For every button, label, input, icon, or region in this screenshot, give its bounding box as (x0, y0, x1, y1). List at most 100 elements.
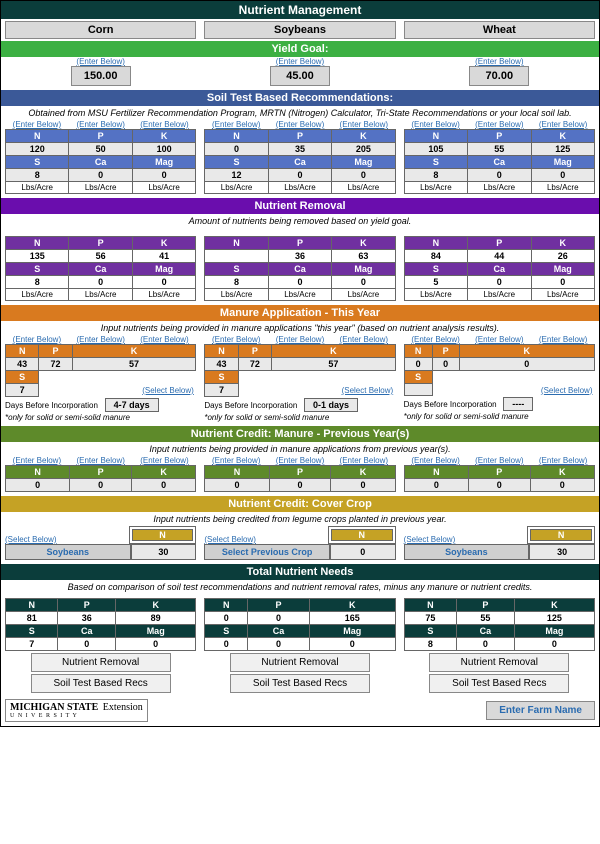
enter-below-label: (Enter Below) (404, 120, 468, 129)
val-k[interactable]: 0 (331, 479, 395, 492)
farm-name-input[interactable]: Enter Farm Name (486, 701, 595, 720)
val-mg[interactable]: 0 (332, 169, 395, 182)
val-ca[interactable]: 0 (69, 276, 132, 289)
val-n[interactable]: 0 (404, 358, 432, 371)
val-s[interactable]: 12 (205, 169, 268, 182)
days-select[interactable]: 4-7 days (105, 398, 159, 412)
val-k[interactable]: 165 (309, 612, 395, 625)
val-s[interactable]: 7 (6, 384, 39, 397)
val-k[interactable]: 63 (332, 250, 395, 263)
val-n[interactable]: 0 (205, 479, 269, 492)
tab-corn[interactable]: Corn (5, 21, 196, 39)
val-p[interactable]: 0 (469, 479, 531, 492)
val-s[interactable]: 8 (6, 169, 69, 182)
val-ca[interactable]: 0 (468, 169, 531, 182)
val-mg[interactable]: 0 (132, 169, 195, 182)
val-ca[interactable]: 0 (69, 169, 132, 182)
val-n[interactable]: 43 (205, 358, 238, 371)
nutrient-removal-button[interactable]: Nutrient Removal (429, 653, 569, 672)
val-s[interactable]: 8 (6, 276, 69, 289)
soil-test-recs-button[interactable]: Soil Test Based Recs (31, 674, 171, 693)
val-p[interactable]: 72 (39, 358, 72, 371)
val-p[interactable]: 0 (70, 479, 132, 492)
val-s[interactable]: 8 (205, 276, 268, 289)
val-k[interactable]: 205 (332, 143, 395, 156)
val-s[interactable]: 7 (6, 638, 58, 651)
yield-input-wheat[interactable]: 70.00 (469, 66, 529, 86)
val-n[interactable]: 105 (404, 143, 467, 156)
val-k[interactable]: 26 (531, 250, 594, 263)
days-select[interactable]: 0-1 days (304, 398, 358, 412)
val-ca[interactable]: 0 (468, 276, 531, 289)
cover-crop-select[interactable]: Soybeans (5, 544, 131, 560)
val-k[interactable]: 0 (459, 358, 594, 371)
val-n[interactable]: 81 (6, 612, 58, 625)
val-s[interactable]: 8 (404, 638, 456, 651)
val-p[interactable]: 44 (468, 250, 531, 263)
val-p[interactable]: 55 (468, 143, 531, 156)
soil-test-recs-button[interactable]: Soil Test Based Recs (429, 674, 569, 693)
val-k[interactable]: 125 (514, 612, 594, 625)
val-mg[interactable]: 0 (514, 638, 594, 651)
tab-soybeans[interactable]: Soybeans (204, 21, 395, 39)
val-k[interactable]: 100 (132, 143, 195, 156)
val-p[interactable]: 35 (268, 143, 331, 156)
val-p[interactable]: 72 (238, 358, 271, 371)
val-p[interactable]: 0 (432, 358, 459, 371)
val-n[interactable]: 0 (404, 479, 468, 492)
nutrient-removal-button[interactable]: Nutrient Removal (230, 653, 370, 672)
val-p[interactable]: 56 (69, 250, 132, 263)
val-mg[interactable]: 0 (531, 169, 594, 182)
days-select[interactable]: ---- (503, 397, 533, 411)
val-p[interactable]: 36 (58, 612, 116, 625)
val-mg[interactable]: 0 (332, 276, 395, 289)
val-n[interactable]: 0 (205, 612, 248, 625)
val-s[interactable]: 0 (205, 638, 248, 651)
val-p[interactable]: 36 (268, 250, 331, 263)
enter-below-label: (Enter Below) (404, 335, 468, 344)
enter-below-label: (Enter Below) (204, 57, 395, 66)
val-mg[interactable]: 0 (531, 276, 594, 289)
val-s[interactable]: 8 (404, 169, 467, 182)
val-n[interactable] (205, 250, 268, 263)
val-k[interactable]: 89 (116, 612, 196, 625)
val-s[interactable]: 5 (404, 276, 467, 289)
cover-crop-select[interactable]: Select Previous Crop (204, 544, 330, 560)
val-ca[interactable]: 0 (457, 638, 515, 651)
val-ca[interactable]: 0 (268, 169, 331, 182)
yield-input-corn[interactable]: 150.00 (71, 66, 131, 86)
val-k[interactable]: 57 (72, 358, 196, 371)
val-k[interactable]: 0 (530, 479, 594, 492)
val-n[interactable]: 75 (404, 612, 456, 625)
units: Lbs/Acre (404, 182, 467, 194)
val-ca[interactable]: 0 (58, 638, 116, 651)
nutrient-table: NPK 7555125 SCaMag 800 (404, 598, 595, 651)
val-n[interactable]: 43 (6, 358, 39, 371)
cover-crop-select[interactable]: Soybeans (404, 544, 530, 560)
val-k[interactable]: 41 (132, 250, 195, 263)
val-n[interactable]: 0 (205, 143, 268, 156)
val-mg[interactable]: 0 (309, 638, 395, 651)
val-n[interactable]: 0 (6, 479, 70, 492)
yield-input-soy[interactable]: 45.00 (270, 66, 330, 86)
val-p[interactable]: 0 (269, 479, 331, 492)
val-ca[interactable]: 0 (248, 638, 310, 651)
tab-wheat[interactable]: Wheat (404, 21, 595, 39)
val-p[interactable]: 55 (457, 612, 515, 625)
val-s[interactable]: 7 (205, 384, 238, 397)
val-k[interactable]: 0 (131, 479, 195, 492)
val-p[interactable]: 50 (69, 143, 132, 156)
val-k[interactable]: 57 (272, 358, 396, 371)
val-mg[interactable]: 0 (132, 276, 195, 289)
enter-below-label: (Enter Below) (5, 57, 196, 66)
soil-test-recs-button[interactable]: Soil Test Based Recs (230, 674, 370, 693)
val-mg[interactable]: 0 (116, 638, 196, 651)
val-s[interactable] (404, 384, 432, 396)
val-n[interactable]: 84 (404, 250, 467, 263)
val-p[interactable]: 0 (248, 612, 310, 625)
val-ca[interactable]: 0 (268, 276, 331, 289)
val-n[interactable]: 120 (6, 143, 69, 156)
nutrient-removal-button[interactable]: Nutrient Removal (31, 653, 171, 672)
val-k[interactable]: 125 (531, 143, 594, 156)
val-n[interactable]: 135 (6, 250, 69, 263)
